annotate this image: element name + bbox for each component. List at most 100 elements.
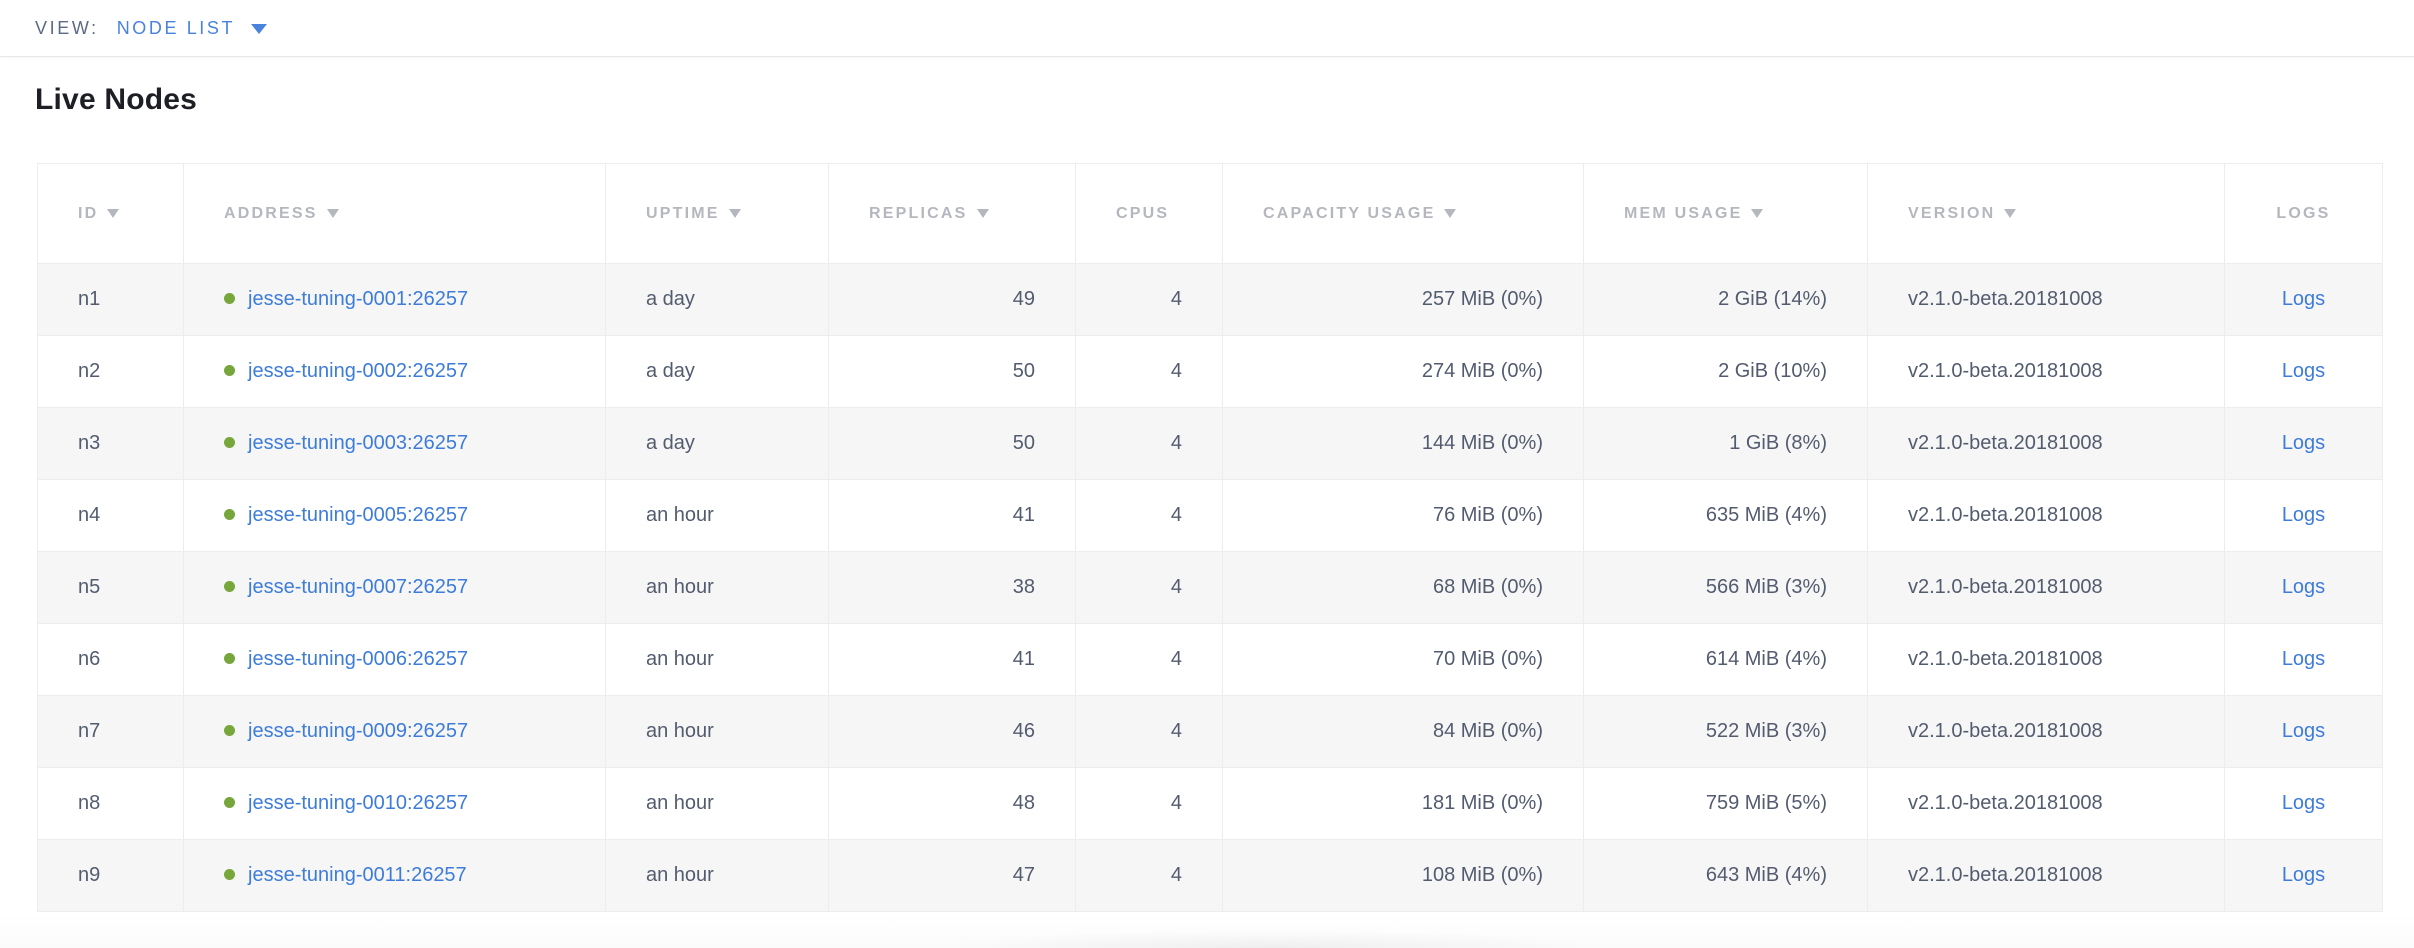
column-header-cpus: CPUS: [1075, 163, 1223, 264]
column-header-version[interactable]: VERSION: [1867, 163, 2225, 264]
node-replicas-cell: 41: [828, 479, 1076, 552]
node-uptime-cell: an hour: [605, 839, 829, 912]
node-address-cell: jesse-tuning-0003:26257: [183, 407, 606, 480]
node-mem-cell: 635 MiB (4%): [1583, 479, 1868, 552]
sort-desc-icon: [1751, 208, 1764, 218]
node-address-link[interactable]: jesse-tuning-0010:26257: [248, 792, 469, 814]
node-version-cell: v2.1.0-beta.20181008: [1867, 263, 2225, 336]
node-address-cell: jesse-tuning-0007:26257: [183, 551, 606, 624]
node-logs-cell: Logs: [2224, 263, 2383, 336]
node-live-status-icon: [224, 725, 235, 736]
column-header-id[interactable]: ID: [37, 163, 184, 264]
node-capacity-cell: 274 MiB (0%): [1222, 335, 1584, 408]
node-address-link[interactable]: jesse-tuning-0007:26257: [248, 576, 469, 598]
sort-desc-icon: [728, 208, 741, 218]
sort-desc-icon: [1444, 208, 1457, 218]
node-cpus-cell: 4: [1075, 479, 1223, 552]
column-label: VERSION: [1908, 204, 1996, 222]
node-id-cell: n3: [37, 407, 184, 480]
node-capacity-cell: 70 MiB (0%): [1222, 623, 1584, 696]
sort-desc-icon: [107, 208, 120, 218]
node-capacity-cell: 76 MiB (0%): [1222, 479, 1584, 552]
node-replicas-cell: 50: [828, 335, 1076, 408]
node-id-cell: n1: [37, 263, 184, 336]
node-uptime-cell: a day: [605, 335, 829, 408]
node-address-link[interactable]: jesse-tuning-0011:26257: [248, 864, 467, 886]
node-version-cell: v2.1.0-beta.20181008: [1867, 839, 2225, 912]
view-selected-value: NODE LIST: [116, 17, 236, 38]
node-id-cell: n8: [37, 767, 184, 840]
node-replicas-cell: 41: [828, 623, 1076, 696]
node-address-link[interactable]: jesse-tuning-0009:26257: [248, 720, 469, 742]
node-logs-link[interactable]: Logs: [2281, 792, 2326, 814]
node-version-cell: v2.1.0-beta.20181008: [1867, 623, 2225, 696]
node-cpus-cell: 4: [1075, 263, 1223, 336]
node-address-cell: jesse-tuning-0010:26257: [183, 767, 606, 840]
table-row: n5 jesse-tuning-0007:26257 an hour 38 4 68 Mi…: [37, 551, 2383, 624]
node-logs-cell: Logs: [2224, 335, 2383, 408]
node-replicas-cell: 49: [828, 263, 1076, 336]
node-address-link[interactable]: jesse-tuning-0003:26257: [248, 432, 469, 454]
node-live-status-icon: [224, 581, 235, 592]
node-version-cell: v2.1.0-beta.20181008: [1867, 767, 2225, 840]
node-logs-cell: Logs: [2224, 407, 2383, 480]
table-header-row: ID ADDRESS UPTIME REPLICAS CPUS CAPACITY USAG…: [37, 163, 2383, 264]
node-capacity-cell: 144 MiB (0%): [1222, 407, 1584, 480]
node-address-cell: jesse-tuning-0006:26257: [183, 623, 606, 696]
node-address-link[interactable]: jesse-tuning-0005:26257: [248, 504, 469, 526]
node-version-cell: v2.1.0-beta.20181008: [1867, 335, 2225, 408]
node-version-cell: v2.1.0-beta.20181008: [1867, 695, 2225, 768]
node-logs-link[interactable]: Logs: [2281, 288, 2326, 310]
node-cpus-cell: 4: [1075, 767, 1223, 840]
column-label: MEM USAGE: [1624, 204, 1743, 222]
column-header-capacity[interactable]: CAPACITY USAGE: [1222, 163, 1584, 264]
node-logs-link[interactable]: Logs: [2281, 864, 2326, 886]
column-header-uptime[interactable]: UPTIME: [605, 163, 829, 264]
column-label: CAPACITY USAGE: [1263, 204, 1436, 222]
node-logs-link[interactable]: Logs: [2281, 648, 2326, 670]
node-replicas-cell: 48: [828, 767, 1076, 840]
column-label: ID: [78, 204, 99, 222]
node-capacity-cell: 108 MiB (0%): [1222, 839, 1584, 912]
table-row: n2 jesse-tuning-0002:26257 a day 50 4 274 MiB…: [37, 335, 2383, 408]
node-capacity-cell: 257 MiB (0%): [1222, 263, 1584, 336]
node-logs-link[interactable]: Logs: [2281, 432, 2326, 454]
node-mem-cell: 566 MiB (3%): [1583, 551, 1868, 624]
node-address-link[interactable]: jesse-tuning-0006:26257: [248, 648, 469, 670]
column-header-address[interactable]: ADDRESS: [183, 163, 606, 264]
column-label: REPLICAS: [869, 204, 968, 222]
view-selector-dropdown[interactable]: NODE LIST: [116, 17, 268, 39]
node-uptime-cell: an hour: [605, 479, 829, 552]
node-uptime-cell: an hour: [605, 767, 829, 840]
node-uptime-cell: an hour: [605, 623, 829, 696]
node-cpus-cell: 4: [1075, 551, 1223, 624]
node-logs-link[interactable]: Logs: [2281, 576, 2326, 598]
node-address-cell: jesse-tuning-0002:26257: [183, 335, 606, 408]
table-row: n4 jesse-tuning-0005:26257 an hour 41 4 76 Mi…: [37, 479, 2383, 552]
node-address-link[interactable]: jesse-tuning-0002:26257: [248, 360, 469, 382]
column-header-mem[interactable]: MEM USAGE: [1583, 163, 1868, 264]
page-title: Live Nodes: [35, 83, 198, 116]
node-id-cell: n4: [37, 479, 184, 552]
node-mem-cell: 1 GiB (8%): [1583, 407, 1868, 480]
node-address-link[interactable]: jesse-tuning-0001:26257: [248, 288, 469, 310]
table-body: n1 jesse-tuning-0001:26257 a day 49 4 257 MiB…: [37, 263, 2383, 912]
node-logs-link[interactable]: Logs: [2281, 360, 2326, 382]
node-logs-link[interactable]: Logs: [2281, 504, 2326, 526]
node-live-status-icon: [224, 869, 235, 880]
live-nodes-table: ID ADDRESS UPTIME REPLICAS CPUS CAPACITY USAG…: [37, 163, 2383, 912]
node-capacity-cell: 84 MiB (0%): [1222, 695, 1584, 768]
node-mem-cell: 643 MiB (4%): [1583, 839, 1868, 912]
node-live-status-icon: [224, 653, 235, 664]
node-replicas-cell: 47: [828, 839, 1076, 912]
node-logs-link[interactable]: Logs: [2281, 720, 2326, 742]
node-version-cell: v2.1.0-beta.20181008: [1867, 407, 2225, 480]
node-mem-cell: 2 GiB (10%): [1583, 335, 1868, 408]
node-id-cell: n6: [37, 623, 184, 696]
node-live-status-icon: [224, 437, 235, 448]
column-header-replicas[interactable]: REPLICAS: [828, 163, 1076, 264]
table-row: n7 jesse-tuning-0009:26257 an hour 46 4 84 Mi…: [37, 695, 2383, 768]
node-id-cell: n7: [37, 695, 184, 768]
column-label: LOGS: [2276, 204, 2331, 222]
node-uptime-cell: an hour: [605, 695, 829, 768]
